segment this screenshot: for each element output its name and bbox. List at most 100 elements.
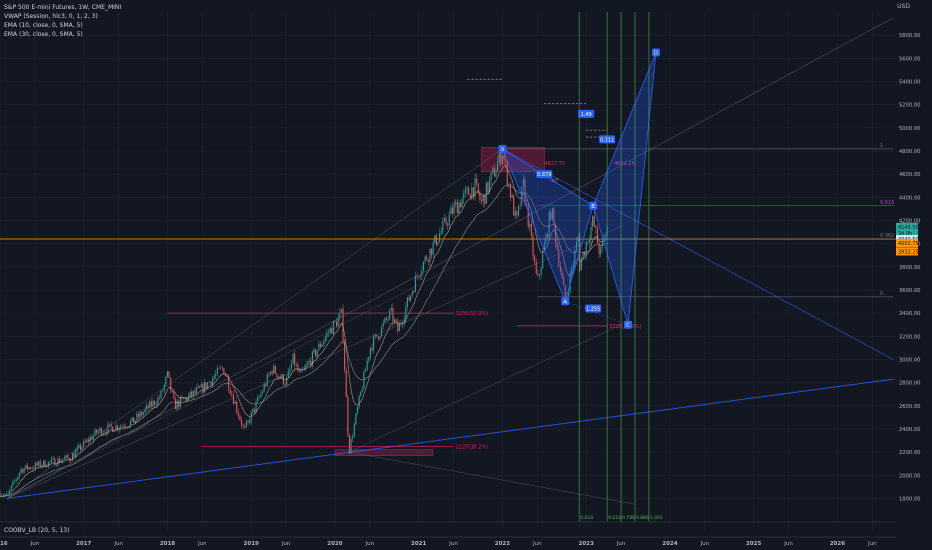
candle-body bbox=[377, 336, 379, 339]
candle-body bbox=[514, 211, 516, 216]
top-annotation: 4817.75 bbox=[544, 161, 565, 167]
x-tick-label: 2018 bbox=[160, 541, 175, 547]
y-tick-label: 5800.00 bbox=[899, 33, 920, 39]
candle-body bbox=[191, 391, 193, 397]
candle-body bbox=[379, 335, 381, 339]
candle-body bbox=[339, 312, 341, 318]
candle-body bbox=[269, 371, 272, 375]
candle-body bbox=[108, 423, 111, 425]
candle-body bbox=[113, 430, 115, 432]
candle-body bbox=[551, 208, 553, 220]
candle-body bbox=[600, 247, 602, 255]
y-tick-label: 2600.00 bbox=[899, 404, 920, 410]
candle-body bbox=[464, 189, 466, 193]
candle-body bbox=[231, 393, 233, 395]
candle-body bbox=[303, 367, 305, 370]
y-tick-label: 3200.00 bbox=[899, 334, 920, 340]
fib-time-label: 1.001 bbox=[650, 515, 663, 521]
candle-body bbox=[223, 368, 225, 374]
fib-level-label: 0.618 bbox=[880, 200, 894, 206]
indicator-ema-30[interactable]: EMA (30, close, 0, SMA, 5) bbox=[4, 31, 83, 38]
candle-body bbox=[307, 362, 309, 366]
candle-body bbox=[86, 439, 88, 442]
ema-line-10 bbox=[0, 165, 608, 497]
x-tick-label: 2024 bbox=[662, 541, 677, 547]
candle-body bbox=[411, 291, 413, 296]
candle-body bbox=[49, 461, 51, 463]
candle-body bbox=[327, 332, 330, 334]
candle-body bbox=[326, 332, 328, 337]
candle-body bbox=[155, 404, 157, 406]
harmonic-ratio-label: 1.255 bbox=[586, 306, 600, 312]
candle-body bbox=[260, 393, 262, 397]
candle-body bbox=[588, 240, 590, 244]
candle-body bbox=[382, 322, 384, 327]
candle-body bbox=[144, 409, 146, 413]
candle-body bbox=[509, 183, 512, 198]
candle-body bbox=[318, 343, 320, 351]
candle-body bbox=[129, 421, 131, 427]
candle-body bbox=[249, 420, 251, 423]
candle-body bbox=[460, 202, 462, 208]
candle-body bbox=[398, 323, 400, 332]
fib-time-label: 0.786 bbox=[622, 515, 635, 521]
candle-body bbox=[55, 465, 57, 466]
candle-body bbox=[171, 390, 173, 393]
candle-body bbox=[232, 394, 235, 404]
candle-body bbox=[487, 182, 489, 193]
candle-body bbox=[73, 453, 75, 458]
candle-body bbox=[505, 159, 507, 162]
candle-body bbox=[439, 233, 441, 242]
candle-body bbox=[244, 426, 246, 427]
candle-body bbox=[302, 369, 304, 371]
candle-body bbox=[50, 458, 53, 462]
price-label-text: 4145.50 bbox=[898, 225, 919, 231]
candle-body bbox=[537, 273, 539, 276]
candle-body bbox=[490, 172, 492, 180]
candle-body bbox=[495, 170, 497, 177]
x-tick-label: Jun bbox=[448, 541, 458, 547]
candle-body bbox=[25, 464, 27, 469]
candle-body bbox=[445, 217, 447, 225]
candle-body bbox=[390, 307, 392, 311]
oscillator-label[interactable]: COOBV_LB (20, 5, 13) bbox=[4, 527, 70, 534]
candle-body bbox=[466, 188, 468, 190]
candle-body bbox=[366, 360, 368, 370]
harmonic-point-C bbox=[624, 320, 633, 329]
candle-body bbox=[284, 384, 286, 385]
candle-body bbox=[406, 297, 408, 308]
candle-body bbox=[556, 242, 558, 250]
candle-body bbox=[105, 431, 107, 434]
candle-body bbox=[429, 248, 431, 262]
candle-body bbox=[517, 205, 520, 216]
y-tick-label: 3600.00 bbox=[899, 288, 920, 294]
candle-body bbox=[183, 398, 185, 400]
x-tick-label: Jun bbox=[867, 541, 877, 547]
indicator-ema-10[interactable]: EMA (10, close, 0, SMA, 5) bbox=[4, 22, 83, 29]
candle-body bbox=[308, 360, 310, 363]
candle-body bbox=[421, 270, 423, 276]
x-tick-label: Jun bbox=[30, 541, 40, 547]
candle-body bbox=[134, 420, 136, 423]
price-label-box bbox=[896, 234, 918, 243]
harmonic-ratio-label: 1.49 bbox=[581, 112, 592, 118]
candle-body bbox=[584, 251, 586, 256]
harmonic-ratio-box bbox=[585, 304, 602, 313]
candle-body bbox=[461, 198, 463, 208]
candle-body bbox=[577, 236, 579, 243]
candle-body bbox=[39, 461, 41, 467]
y-tick-label: 4800.00 bbox=[899, 149, 920, 155]
candle-body bbox=[112, 426, 114, 432]
harmonic-point-label: A bbox=[563, 299, 567, 305]
candle-body bbox=[174, 398, 177, 410]
y-tick-label: 5000.00 bbox=[899, 126, 920, 132]
candle-body bbox=[492, 168, 494, 173]
candle-body bbox=[590, 226, 592, 241]
candle-body bbox=[526, 203, 528, 205]
candle-body bbox=[476, 178, 478, 184]
indicator-vwap[interactable]: VWAP (Session, hlc3, 0, 1, 2, 3) bbox=[4, 13, 98, 20]
candle-body bbox=[393, 319, 396, 323]
candle-body bbox=[4, 494, 6, 496]
candle-body bbox=[472, 187, 474, 196]
